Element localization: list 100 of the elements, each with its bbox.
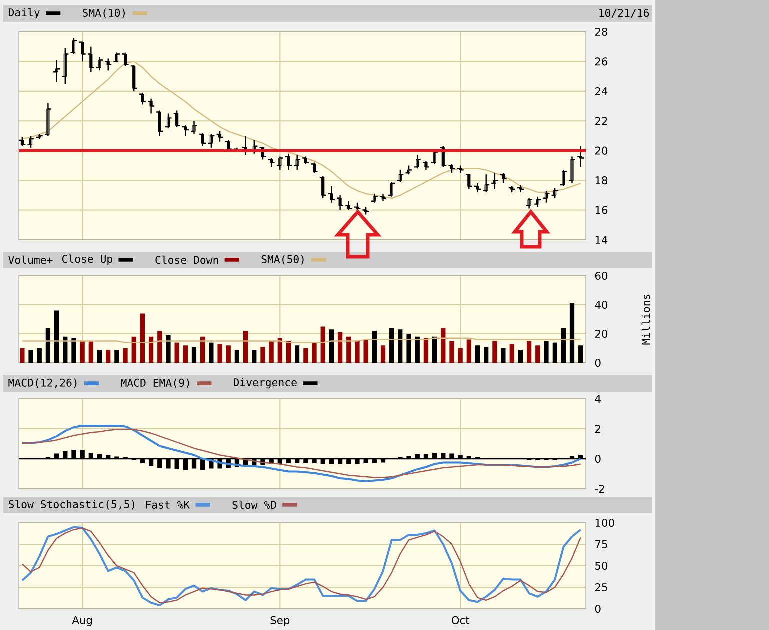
candlestick <box>293 154 302 171</box>
bar <box>536 346 540 363</box>
text: 10/21/16 <box>600 9 650 18</box>
bar <box>492 341 498 363</box>
bar <box>501 348 506 363</box>
bar <box>200 336 206 363</box>
chart-title: Slow Stochastic(5,5) <box>9 500 134 510</box>
bar <box>570 304 575 363</box>
bar <box>450 341 454 363</box>
bar <box>278 338 282 363</box>
bar <box>148 336 154 363</box>
y-tick-label: 0 <box>595 358 601 368</box>
bar <box>286 341 292 363</box>
bar <box>424 338 429 363</box>
y-tick-label: 25 <box>595 583 608 592</box>
bar <box>226 346 231 363</box>
bar <box>80 341 85 363</box>
candlestick <box>576 146 585 168</box>
legend-label: SMA(50) <box>262 255 304 265</box>
bar <box>46 328 51 363</box>
bar <box>260 347 266 363</box>
legend-label: Close Up <box>62 254 112 266</box>
bar <box>312 342 317 363</box>
y-tick-label: 75 <box>596 540 608 548</box>
y-tick-label: 22 <box>595 117 608 126</box>
y-tick-label: 40 <box>595 300 608 310</box>
y-tick-label: 18 <box>596 176 608 185</box>
bar <box>20 348 25 363</box>
bar <box>252 350 257 363</box>
y-tick-label: 16 <box>596 206 608 214</box>
bar <box>106 350 111 363</box>
candlestick <box>284 153 293 171</box>
y-tick-label: -2 <box>595 485 604 493</box>
candlestick <box>328 186 336 204</box>
bar <box>364 340 368 363</box>
bar <box>406 334 412 363</box>
bar <box>28 350 34 363</box>
legend-label: Fast %K <box>146 501 190 509</box>
legend-label: MACD EMA(9) <box>121 378 190 388</box>
candlestick <box>104 58 112 72</box>
y-tick-label: 2 <box>595 425 600 433</box>
y-tick-label: 0 <box>595 454 601 464</box>
bar <box>192 347 197 363</box>
y-tick-label: 4 <box>595 395 601 403</box>
bar <box>295 346 300 363</box>
legend-label: MACD(12,26) <box>8 378 77 388</box>
bar <box>54 310 60 363</box>
bar <box>329 330 334 363</box>
candlestick <box>87 46 96 73</box>
bar <box>441 328 446 363</box>
bar <box>380 346 386 363</box>
bar <box>132 336 136 363</box>
bar <box>72 338 76 363</box>
bar <box>390 328 394 363</box>
bar <box>578 346 584 363</box>
bar <box>243 331 248 363</box>
candlestick <box>52 60 61 84</box>
bar <box>372 331 377 363</box>
candlestick <box>568 156 576 184</box>
chart-title: Volume+ <box>8 256 53 264</box>
candlestick <box>516 184 525 194</box>
bar <box>518 350 524 363</box>
candlestick <box>190 120 198 136</box>
y-tick-label: 0 <box>595 604 601 614</box>
y-tick-label: 28 <box>595 28 608 36</box>
candlestick <box>474 182 482 194</box>
bar <box>415 336 420 363</box>
bar <box>37 348 42 363</box>
legend-label: Divergence <box>234 378 297 389</box>
bar <box>510 344 514 363</box>
bar <box>183 346 188 363</box>
candlestick <box>336 194 344 211</box>
bar <box>475 346 480 363</box>
bar <box>269 341 274 363</box>
y-axis-title: Millions <box>642 294 650 345</box>
bar <box>355 341 360 363</box>
bar <box>63 336 68 363</box>
legend-label: Daily <box>8 8 40 19</box>
bar <box>432 336 438 363</box>
y-tick-label: 20 <box>595 330 608 338</box>
y-tick-label: 50 <box>596 562 608 570</box>
bar <box>123 348 128 363</box>
bar <box>561 328 566 363</box>
candlestick <box>147 98 156 114</box>
bar <box>218 344 222 363</box>
bar <box>97 350 102 363</box>
y-tick-label: 14 <box>596 236 608 244</box>
bar <box>234 350 240 363</box>
legend-label: Slow %D <box>232 500 276 510</box>
bar <box>166 335 171 363</box>
bar <box>338 332 343 363</box>
legend-label: Close Down <box>156 256 218 264</box>
bar <box>484 347 489 363</box>
bar <box>114 350 120 363</box>
candlestick <box>379 193 388 202</box>
candlestick <box>96 56 104 72</box>
bar <box>552 342 558 363</box>
bar <box>304 348 308 363</box>
y-tick-label: 100 <box>596 518 614 528</box>
bar <box>398 330 403 363</box>
